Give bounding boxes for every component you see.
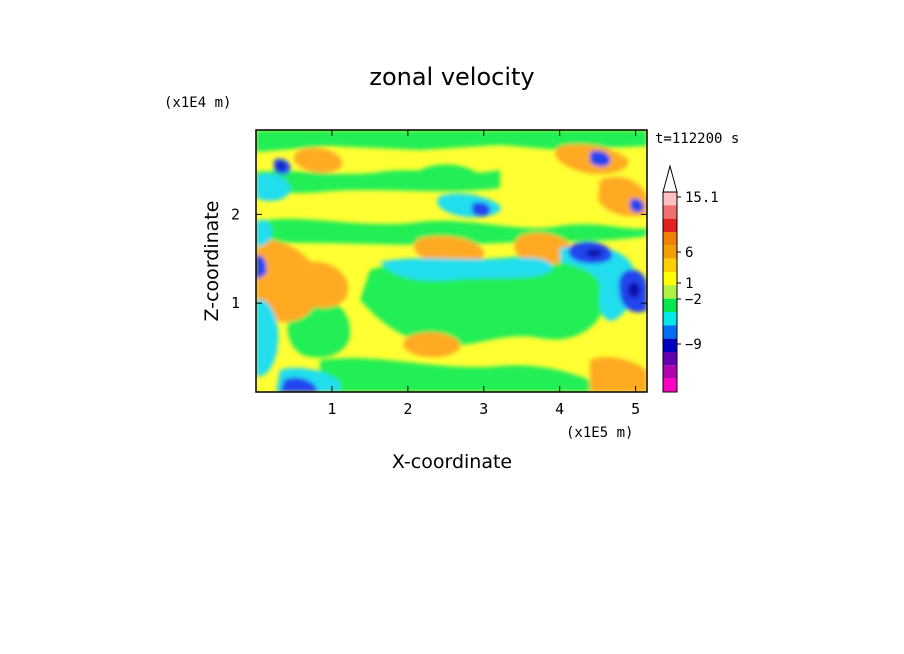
x-tick-label: 2	[403, 400, 412, 418]
colorbar-swatch	[663, 365, 677, 379]
colorbar-swatch	[663, 232, 677, 246]
colorbar-label: 15.1	[685, 190, 719, 206]
colorbar-swatch	[663, 285, 677, 299]
colorbar-frame	[662, 191, 678, 393]
colorbar-label: 6	[685, 245, 693, 261]
y-tick-label: 1	[231, 294, 240, 312]
colorbar-swatch	[663, 298, 677, 312]
colorbar-swatch	[663, 218, 677, 232]
colorbar-label: −9	[685, 337, 702, 353]
colorbar-swatch	[663, 258, 677, 272]
colorbar-swatch	[663, 325, 677, 339]
colorbar-swatch	[663, 205, 677, 219]
y-scale-label: (x1E4 m)	[164, 95, 231, 111]
colorbar-swatch	[663, 352, 677, 366]
x-tick-label: 4	[555, 400, 564, 418]
x-scale-label: (x1E5 m)	[566, 425, 633, 441]
chart-title: zonal velocity	[369, 63, 534, 91]
y-axis: 12	[231, 205, 647, 312]
colorbar-swatch	[663, 378, 677, 392]
x-tick-label: 3	[479, 400, 488, 418]
time-label: t=112200 s	[655, 131, 739, 147]
x-axis-label: X-coordinate	[392, 451, 512, 473]
plot-frame	[255, 129, 648, 393]
y-tick-label: 2	[231, 205, 240, 223]
x-tick-label: 1	[327, 400, 336, 418]
colorbar-swatch	[663, 192, 677, 206]
colorbar-swatch	[663, 312, 677, 326]
colorbar-swatch	[663, 338, 677, 352]
y-axis-label: Z-coordinate	[201, 201, 223, 322]
colorbar-label: −2	[685, 292, 702, 308]
colorbar-label: 1	[685, 276, 693, 292]
colorbar-swatch	[663, 245, 677, 259]
x-tick-label: 5	[631, 400, 640, 418]
colorbar-swatch	[663, 272, 677, 286]
colorbar: 15.1 6 1−2 −9	[662, 164, 719, 393]
x-axis: 1 2 3 4 5	[327, 130, 640, 418]
contour-field	[256, 130, 647, 392]
colorbar-arrow	[662, 164, 678, 193]
